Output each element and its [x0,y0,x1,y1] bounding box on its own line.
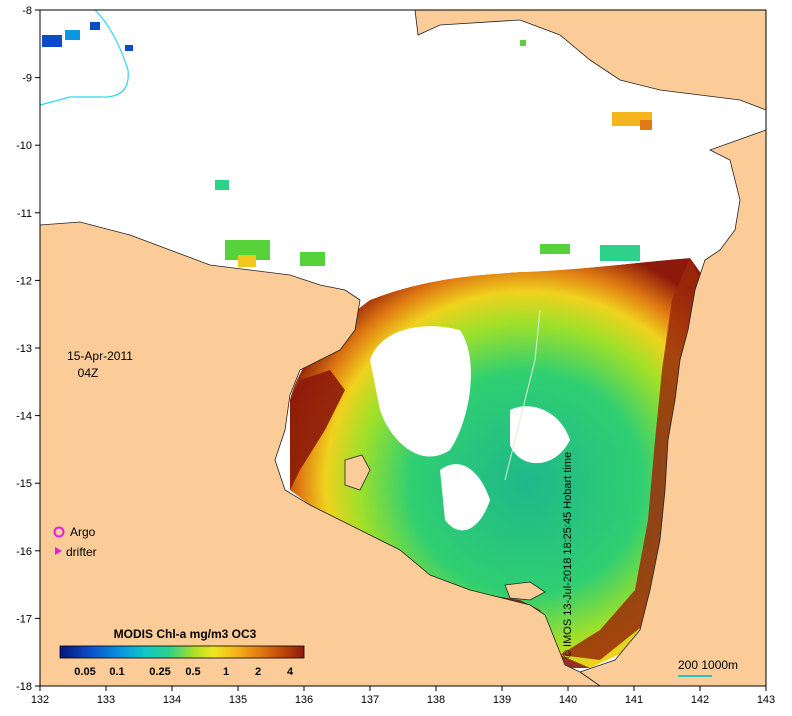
y-tick-label: -8 [22,5,32,17]
colorbar-tick-label: 0.25 [149,666,170,678]
land-groote-eylandt [344,454,371,491]
colorbar [59,645,305,659]
coastal-high-chl-west [290,370,345,490]
y-axis: -8 -9 -10 -11 -12 -13 -14 -15 -16 -17 -18 [16,5,40,693]
credit-text: © IMOS 13-Jul-2018 18:25:45 Hobart time [562,452,574,658]
colorbar-tick-label: 1 [223,666,229,678]
x-tick-label: 138 [427,694,445,706]
y-tick-label: -11 [17,208,32,220]
scattered-data-pixels [215,40,652,267]
y-tick-label: -17 [16,613,32,625]
coastal-high-chl-east [560,258,700,660]
land [40,10,766,686]
time-label: 04Z [78,366,99,380]
x-axis: 132 133 134 135 136 137 138 139 140 141 142 143 [31,686,775,706]
x-tick-label: 135 [229,694,247,706]
x-tick-label: 142 [691,694,709,706]
x-tick-label: 143 [757,694,775,706]
colorbar-tick-label: 4 [287,666,294,678]
y-tick-label: -18 [16,681,32,693]
cloud-region-north [200,100,730,300]
x-tick-label: 141 [625,694,643,706]
argo-label: Argo [70,525,96,539]
map-content [40,10,766,686]
argo-marker-icon [53,526,65,538]
cloud-patch [370,326,471,457]
colorbar-tick-label: 0.1 [109,666,124,678]
y-tick-label: -15 [16,478,32,490]
y-tick-label: -9 [22,73,32,85]
colorbar-title: MODIS Chl-a mg/m3 OC3 [114,627,257,641]
y-tick-label: -10 [16,140,32,152]
x-tick-label: 140 [559,694,577,706]
cloud-patch [440,464,490,531]
colorbar-ticks: 0.05 0.1 0.25 0.5 1 2 4 [74,666,294,678]
bathymetry-contour [40,10,129,106]
x-tick-label: 137 [361,694,379,706]
drifter-label: drifter [66,545,97,559]
y-tick-label: -13 [16,343,32,355]
gulf-contour [504,309,541,481]
x-tick-label: 132 [31,694,49,706]
y-tick-label: -14 [16,411,32,423]
drifter-marker-icon [55,547,62,555]
y-tick-label: -16 [16,546,32,558]
land-mornington-island [504,581,546,601]
x-tick-label: 136 [295,694,313,706]
land-new-guinea [414,10,766,111]
colorbar-tick-label: 0.5 [185,666,200,678]
y-tick-label: -12 [16,275,32,287]
colorbar-tick-label: 2 [255,666,261,678]
land-northern-territory [40,221,601,686]
scattered-data-north-west [42,22,133,51]
x-tick-label: 139 [493,694,511,706]
scale-label: 200 1000m [678,658,738,672]
colorbar-tick-label: 0.05 [74,666,95,678]
date-label: 15-Apr-2011 [67,349,133,363]
cloud-patch [510,406,570,464]
x-tick-label: 134 [163,694,181,706]
x-tick-label: 133 [97,694,115,706]
